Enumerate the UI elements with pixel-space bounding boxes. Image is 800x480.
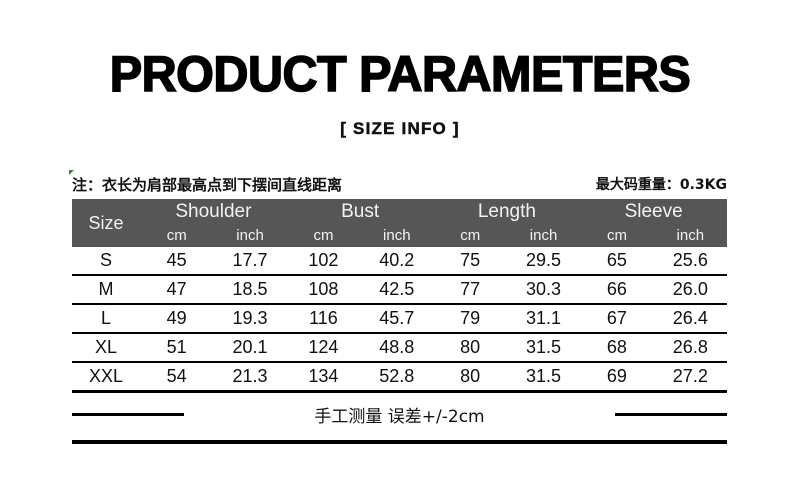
unit-header-sleeve-cm: cm xyxy=(580,224,654,247)
cell-shoulder-inch: 19.3 xyxy=(213,304,287,334)
header-group-row: Size Shoulder Bust Length Sleeve xyxy=(72,199,728,247)
unit-header-length-inch: inch xyxy=(506,224,581,247)
table-row: XXL 54 21.3 134 52.8 80 31.5 69 27.2 xyxy=(72,362,728,393)
cell-bust-cm: 124 xyxy=(286,333,361,363)
unit-header-bust-inch: inch xyxy=(360,224,434,247)
note-length-measurement: 注：衣长为肩部最高点到下摆间直线距离 xyxy=(69,170,343,195)
cell-shoulder-inch: 18.5 xyxy=(213,275,287,305)
cell-shoulder-cm: 51 xyxy=(140,333,214,363)
cell-bust-inch: 45.7 xyxy=(360,304,434,334)
cell-length-cm: 79 xyxy=(433,304,507,334)
footer-measurement-note: 手工测量 误差+/-2cm xyxy=(314,406,485,427)
table-row: L 49 19.3 116 45.7 79 31.1 67 26.4 xyxy=(72,304,728,334)
cell-shoulder-cm: 47 xyxy=(140,275,214,305)
column-header-size: Size xyxy=(72,199,140,247)
size-table-header: Size Shoulder Bust Length Sleeve cm inch… xyxy=(72,199,728,247)
page-title: PRODUCT PARAMETERS xyxy=(109,46,692,102)
cell-shoulder-inch: 17.7 xyxy=(213,247,287,276)
cell-bust-cm: 108 xyxy=(286,275,361,305)
unit-header-shoulder-inch: inch xyxy=(213,224,287,247)
cell-size: XXL xyxy=(72,362,140,393)
cell-length-cm: 80 xyxy=(433,333,507,363)
cell-size: L xyxy=(72,304,140,334)
cell-shoulder-inch: 20.1 xyxy=(213,333,287,363)
cell-bust-inch: 42.5 xyxy=(360,275,434,305)
cell-sleeve-cm: 68 xyxy=(580,333,654,363)
cell-sleeve-inch: 26.0 xyxy=(653,275,728,305)
size-table: Size Shoulder Bust Length Sleeve cm inch… xyxy=(72,199,728,393)
footer-rule-left xyxy=(72,412,184,416)
column-group-bust: Bust xyxy=(286,199,434,224)
cell-sleeve-cm: 67 xyxy=(580,304,654,334)
table-row: S 45 17.7 102 40.2 75 29.5 65 25.6 xyxy=(72,247,728,276)
size-table-container: Size Shoulder Bust Length Sleeve cm inch… xyxy=(72,199,728,393)
cell-sleeve-inch: 25.6 xyxy=(653,247,728,276)
cell-length-inch: 30.3 xyxy=(506,275,581,305)
cell-sleeve-inch: 26.8 xyxy=(653,333,728,363)
cell-length-cm: 80 xyxy=(433,362,507,393)
cell-length-inch: 29.5 xyxy=(506,247,581,276)
cell-size: M xyxy=(72,275,140,305)
cell-shoulder-cm: 45 xyxy=(140,247,214,276)
cell-bust-cm: 134 xyxy=(286,362,361,393)
unit-header-bust-cm: cm xyxy=(286,224,361,247)
cell-length-cm: 77 xyxy=(433,275,507,305)
column-group-length: Length xyxy=(433,199,581,224)
footer-note-row: 手工测量 误差+/-2cm xyxy=(72,398,727,430)
cell-bust-cm: 116 xyxy=(286,304,361,334)
cell-bust-inch: 52.8 xyxy=(360,362,434,393)
table-row: M 47 18.5 108 42.5 77 30.3 66 26.0 xyxy=(72,275,728,305)
cell-sleeve-cm: 65 xyxy=(580,247,654,276)
size-info-subtitle: [ SIZE INFO ] xyxy=(340,119,460,139)
cell-sleeve-inch: 26.4 xyxy=(653,304,728,334)
size-table-body: S 45 17.7 102 40.2 75 29.5 65 25.6 M 47 … xyxy=(72,247,728,393)
cell-bust-cm: 102 xyxy=(286,247,361,276)
notes-row: 注：衣长为肩部最高点到下摆间直线距离 最大码重量：0.3KG xyxy=(69,170,727,196)
bottom-divider xyxy=(72,440,727,444)
cell-length-cm: 75 xyxy=(433,247,507,276)
unit-header-length-cm: cm xyxy=(433,224,507,247)
header-unit-row: cm inch cm inch cm inch cm inch xyxy=(72,224,728,247)
cell-length-inch: 31.5 xyxy=(506,362,581,393)
cell-bust-inch: 40.2 xyxy=(360,247,434,276)
table-row: XL 51 20.1 124 48.8 80 31.5 68 26.8 xyxy=(72,333,728,363)
cell-length-inch: 31.5 xyxy=(506,333,581,363)
green-corner-marker-icon xyxy=(69,170,74,175)
cell-shoulder-cm: 54 xyxy=(140,362,214,393)
cell-sleeve-inch: 27.2 xyxy=(653,362,728,393)
note-max-size-weight: 最大码重量：0.3KG xyxy=(595,177,727,193)
cell-size: XL xyxy=(72,333,140,363)
cell-shoulder-cm: 49 xyxy=(140,304,214,334)
unit-header-sleeve-inch: inch xyxy=(653,224,728,247)
cell-bust-inch: 48.8 xyxy=(360,333,434,363)
footer-rule-right xyxy=(614,412,727,416)
cell-length-inch: 31.1 xyxy=(506,304,581,334)
unit-header-shoulder-cm: cm xyxy=(140,224,214,247)
cell-sleeve-cm: 69 xyxy=(580,362,654,393)
column-group-shoulder: Shoulder xyxy=(140,199,287,224)
cell-shoulder-inch: 21.3 xyxy=(213,362,287,393)
cell-sleeve-cm: 66 xyxy=(580,275,654,305)
cell-size: S xyxy=(72,247,140,276)
column-group-sleeve: Sleeve xyxy=(580,199,728,224)
note-left-text: 注：衣长为肩部最高点到下摆间直线距离 xyxy=(72,176,343,194)
